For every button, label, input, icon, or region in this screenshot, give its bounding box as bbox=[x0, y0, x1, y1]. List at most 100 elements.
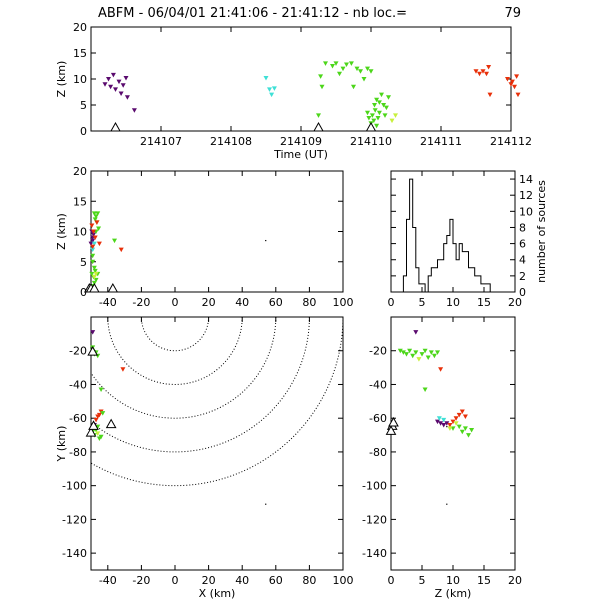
x-tick-label: 214108 bbox=[210, 135, 252, 148]
y-tick-label: 12 bbox=[519, 189, 533, 202]
source-point bbox=[486, 65, 492, 70]
source-point bbox=[98, 434, 104, 440]
source-count: 79 bbox=[504, 6, 521, 21]
source-point bbox=[89, 223, 95, 228]
station-triangle bbox=[313, 121, 324, 132]
source-point bbox=[456, 412, 462, 418]
y-tick-label: 20 bbox=[73, 165, 87, 178]
source-point bbox=[113, 87, 118, 92]
range-ring bbox=[107, 317, 243, 385]
source-point bbox=[93, 277, 99, 283]
source-point bbox=[515, 92, 521, 98]
source-point bbox=[371, 118, 377, 124]
source-point bbox=[400, 350, 406, 355]
source-point bbox=[466, 433, 471, 438]
x-tick-label: 0 bbox=[388, 296, 395, 309]
source-point bbox=[358, 69, 363, 74]
y-tick-label: -20 bbox=[369, 345, 387, 358]
x-tick-label: 214111 bbox=[420, 135, 462, 148]
station-triangle bbox=[87, 346, 99, 356]
y-tick-label: -80 bbox=[69, 446, 87, 459]
figure-title: ABFM - 06/04/01 21:41:06 - 21:41:12 - nb… bbox=[98, 6, 407, 21]
y-tick-label: -60 bbox=[369, 412, 387, 425]
source-point bbox=[447, 426, 453, 431]
y-tick-label: 5 bbox=[80, 256, 87, 269]
x-tick-label: 20 bbox=[202, 574, 216, 587]
x-tick-label: 214110 bbox=[350, 135, 392, 148]
y-tick-label: 15 bbox=[73, 195, 87, 208]
source-point bbox=[354, 66, 360, 72]
x-tick-label: 0 bbox=[388, 574, 395, 587]
station-triangle bbox=[105, 418, 117, 429]
source-point bbox=[376, 110, 382, 116]
source-point bbox=[487, 92, 493, 98]
source-point bbox=[438, 421, 444, 426]
station-triangle bbox=[85, 427, 97, 437]
source-point bbox=[120, 83, 126, 88]
source-point bbox=[435, 419, 440, 425]
source-point bbox=[92, 268, 98, 274]
y-tick-label: 0 bbox=[80, 286, 87, 299]
source-point bbox=[462, 426, 468, 431]
source-point bbox=[265, 239, 267, 242]
x-tick-label: -20 bbox=[132, 296, 150, 309]
source-point bbox=[361, 77, 367, 82]
x-tick-label: 40 bbox=[235, 574, 249, 587]
x-tick-label: 0 bbox=[172, 574, 179, 587]
x-tick-label: 20 bbox=[202, 296, 216, 309]
y-tick-label: 10 bbox=[519, 205, 533, 218]
source-point bbox=[90, 330, 96, 335]
source-point bbox=[446, 503, 448, 505]
source-point bbox=[368, 69, 374, 74]
source-point bbox=[265, 503, 267, 505]
source-point bbox=[323, 61, 328, 66]
source-point bbox=[95, 211, 101, 216]
source-point bbox=[444, 421, 450, 426]
source-point bbox=[375, 116, 381, 121]
station-triangle bbox=[110, 121, 121, 132]
source-point bbox=[431, 353, 437, 359]
source-point bbox=[330, 64, 335, 69]
plot-frame bbox=[390, 316, 516, 571]
x-tick-label: 80 bbox=[302, 296, 316, 309]
source-point bbox=[90, 238, 96, 244]
source-point bbox=[413, 330, 419, 335]
source-point bbox=[382, 113, 388, 118]
source-point bbox=[271, 86, 277, 91]
y-tick-label: 6 bbox=[519, 238, 526, 251]
source-point bbox=[91, 241, 97, 247]
source-point bbox=[100, 411, 106, 416]
source-point bbox=[333, 61, 339, 66]
y-tick-label: -40 bbox=[69, 378, 87, 391]
source-point bbox=[95, 431, 101, 436]
y-tick-label: 0 bbox=[519, 286, 526, 299]
source-point bbox=[92, 235, 98, 241]
source-point bbox=[93, 271, 99, 277]
x-tick-label: 60 bbox=[269, 574, 283, 587]
y-tick-label: 14 bbox=[519, 173, 533, 186]
source-point bbox=[91, 265, 97, 271]
y-tick-label: 15 bbox=[73, 47, 87, 60]
source-point bbox=[419, 352, 425, 357]
source-point bbox=[436, 416, 442, 421]
y-tick-label: -80 bbox=[369, 446, 387, 459]
source-point bbox=[91, 229, 97, 234]
source-point bbox=[91, 211, 97, 216]
source-point bbox=[131, 108, 137, 113]
source-point bbox=[512, 84, 517, 90]
source-point bbox=[318, 74, 324, 79]
source-point bbox=[123, 75, 129, 81]
source-point bbox=[91, 232, 97, 238]
y-tick-label: 2 bbox=[519, 270, 526, 283]
source-point bbox=[106, 77, 111, 82]
source-point bbox=[89, 271, 95, 277]
plot-frame bbox=[90, 26, 512, 132]
source-point bbox=[316, 113, 321, 118]
source-point bbox=[374, 97, 380, 103]
x-tick-label: 15 bbox=[477, 574, 491, 587]
y-tick-label: 8 bbox=[519, 221, 526, 234]
source-point bbox=[383, 105, 389, 111]
source-point bbox=[372, 108, 378, 113]
source-point bbox=[379, 92, 384, 98]
